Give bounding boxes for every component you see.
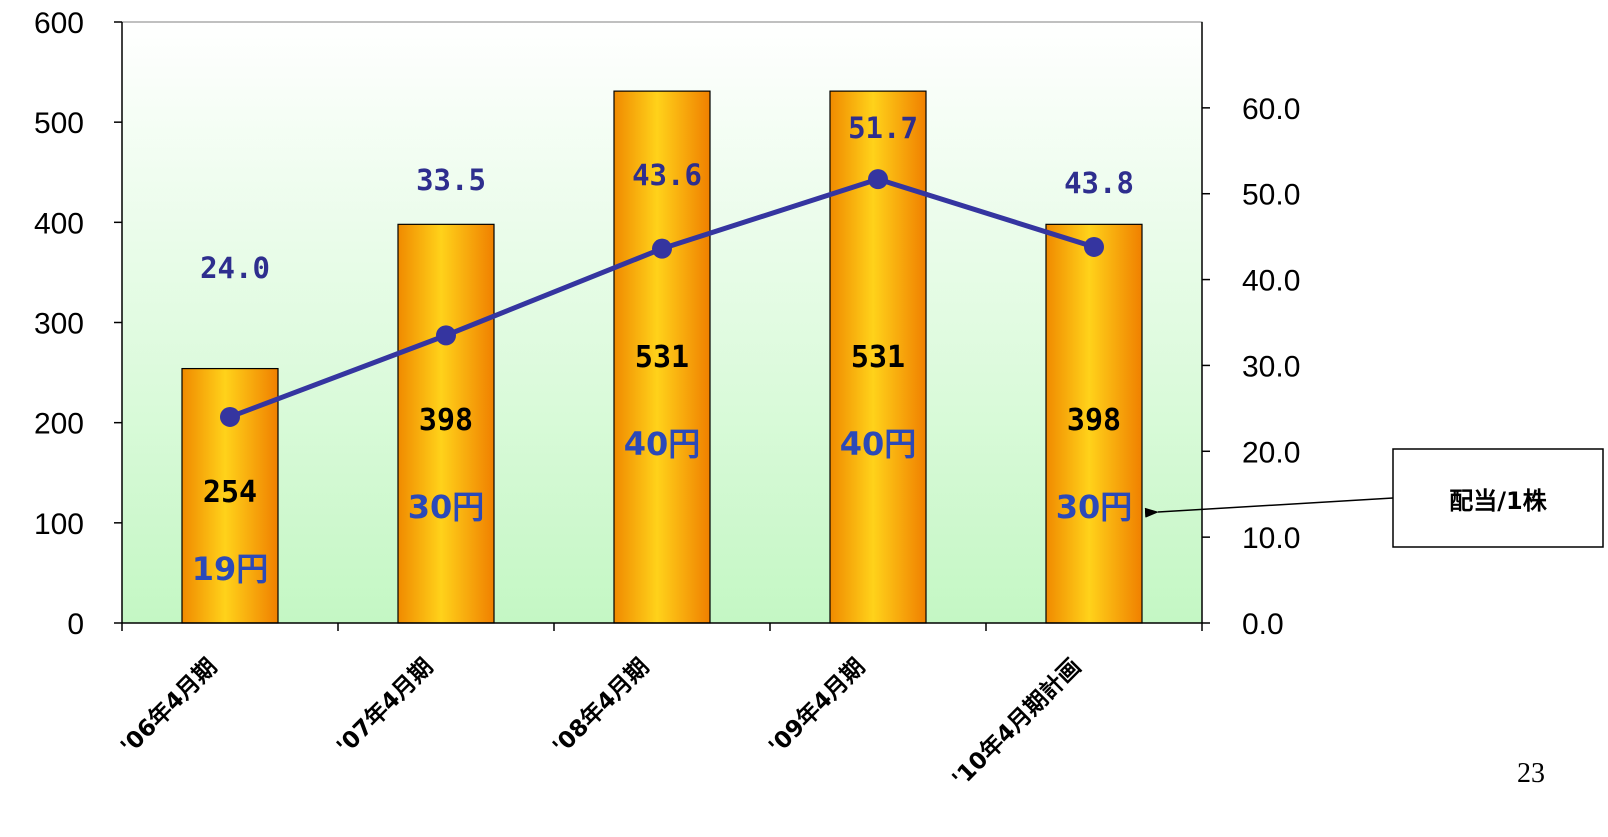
- x-category-label-4: '10年4月期計画: [947, 653, 1086, 792]
- right-tick-label-0: 0.0: [1242, 608, 1284, 641]
- x-category-label-2: '08年4月期: [547, 653, 654, 760]
- right-tick-label-5: 50.0: [1242, 179, 1300, 212]
- dividend-label-0: 19円: [192, 550, 269, 588]
- right-tick-label-1: 10.0: [1242, 522, 1300, 555]
- right-axis: 0.0 10.0 20.0 30.0 40.0 50.0 60.0: [1202, 22, 1300, 641]
- right-tick-label-3: 30.0: [1242, 350, 1300, 383]
- x-category-label-1: '07年4月期: [331, 653, 438, 760]
- line-point-4: [1084, 237, 1104, 257]
- x-category-label-0: '06年4月期: [115, 653, 222, 760]
- left-tick-label-3: 300: [34, 308, 84, 341]
- left-tick-label-6: 600: [34, 7, 84, 40]
- bar-value-label-2: 531: [635, 340, 689, 375]
- left-tick-label-4: 400: [34, 207, 84, 240]
- left-axis: 0 100 200 300 400 500 600: [34, 7, 122, 641]
- left-tick-label-2: 200: [34, 408, 84, 441]
- bar-value-label-0: 254: [203, 475, 257, 510]
- bar-value-label-1: 398: [419, 403, 473, 438]
- annotation-callout: 配当/1株: [1158, 449, 1603, 547]
- dividend-label-1: 30円: [408, 488, 485, 526]
- line-value-label-3: 51.7: [848, 111, 918, 145]
- x-axis: '06年4月期 '07年4月期 '08年4月期 '09年4月期 '10年4月期計画: [115, 623, 1202, 792]
- page-number: 23: [1517, 758, 1545, 789]
- left-tick-label-0: 0: [67, 608, 84, 641]
- right-tick-label-4: 40.0: [1242, 265, 1300, 298]
- line-point-2: [652, 239, 672, 259]
- right-tick-label-6: 60.0: [1242, 93, 1300, 126]
- left-tick-label-5: 500: [34, 107, 84, 140]
- line-value-label-4: 43.8: [1064, 166, 1134, 200]
- annotation-text: 配当/1株: [1449, 487, 1547, 515]
- line-value-label-0: 24.0: [200, 251, 270, 285]
- right-tick-label-2: 20.0: [1242, 436, 1300, 469]
- bar-value-label-4: 398: [1067, 403, 1121, 438]
- bar-value-label-3: 531: [851, 340, 905, 375]
- dividend-label-4: 30円: [1056, 488, 1133, 526]
- line-point-3: [868, 169, 888, 189]
- x-category-label-3: '09年4月期: [763, 653, 870, 760]
- dividend-label-3: 40円: [840, 425, 917, 463]
- line-value-label-1: 33.5: [416, 163, 486, 197]
- line-value-label-2: 43.6: [632, 158, 702, 192]
- line-point-1: [436, 325, 456, 345]
- left-tick-label-1: 100: [34, 508, 84, 541]
- line-point-0: [220, 407, 240, 427]
- dividend-label-2: 40円: [624, 425, 701, 463]
